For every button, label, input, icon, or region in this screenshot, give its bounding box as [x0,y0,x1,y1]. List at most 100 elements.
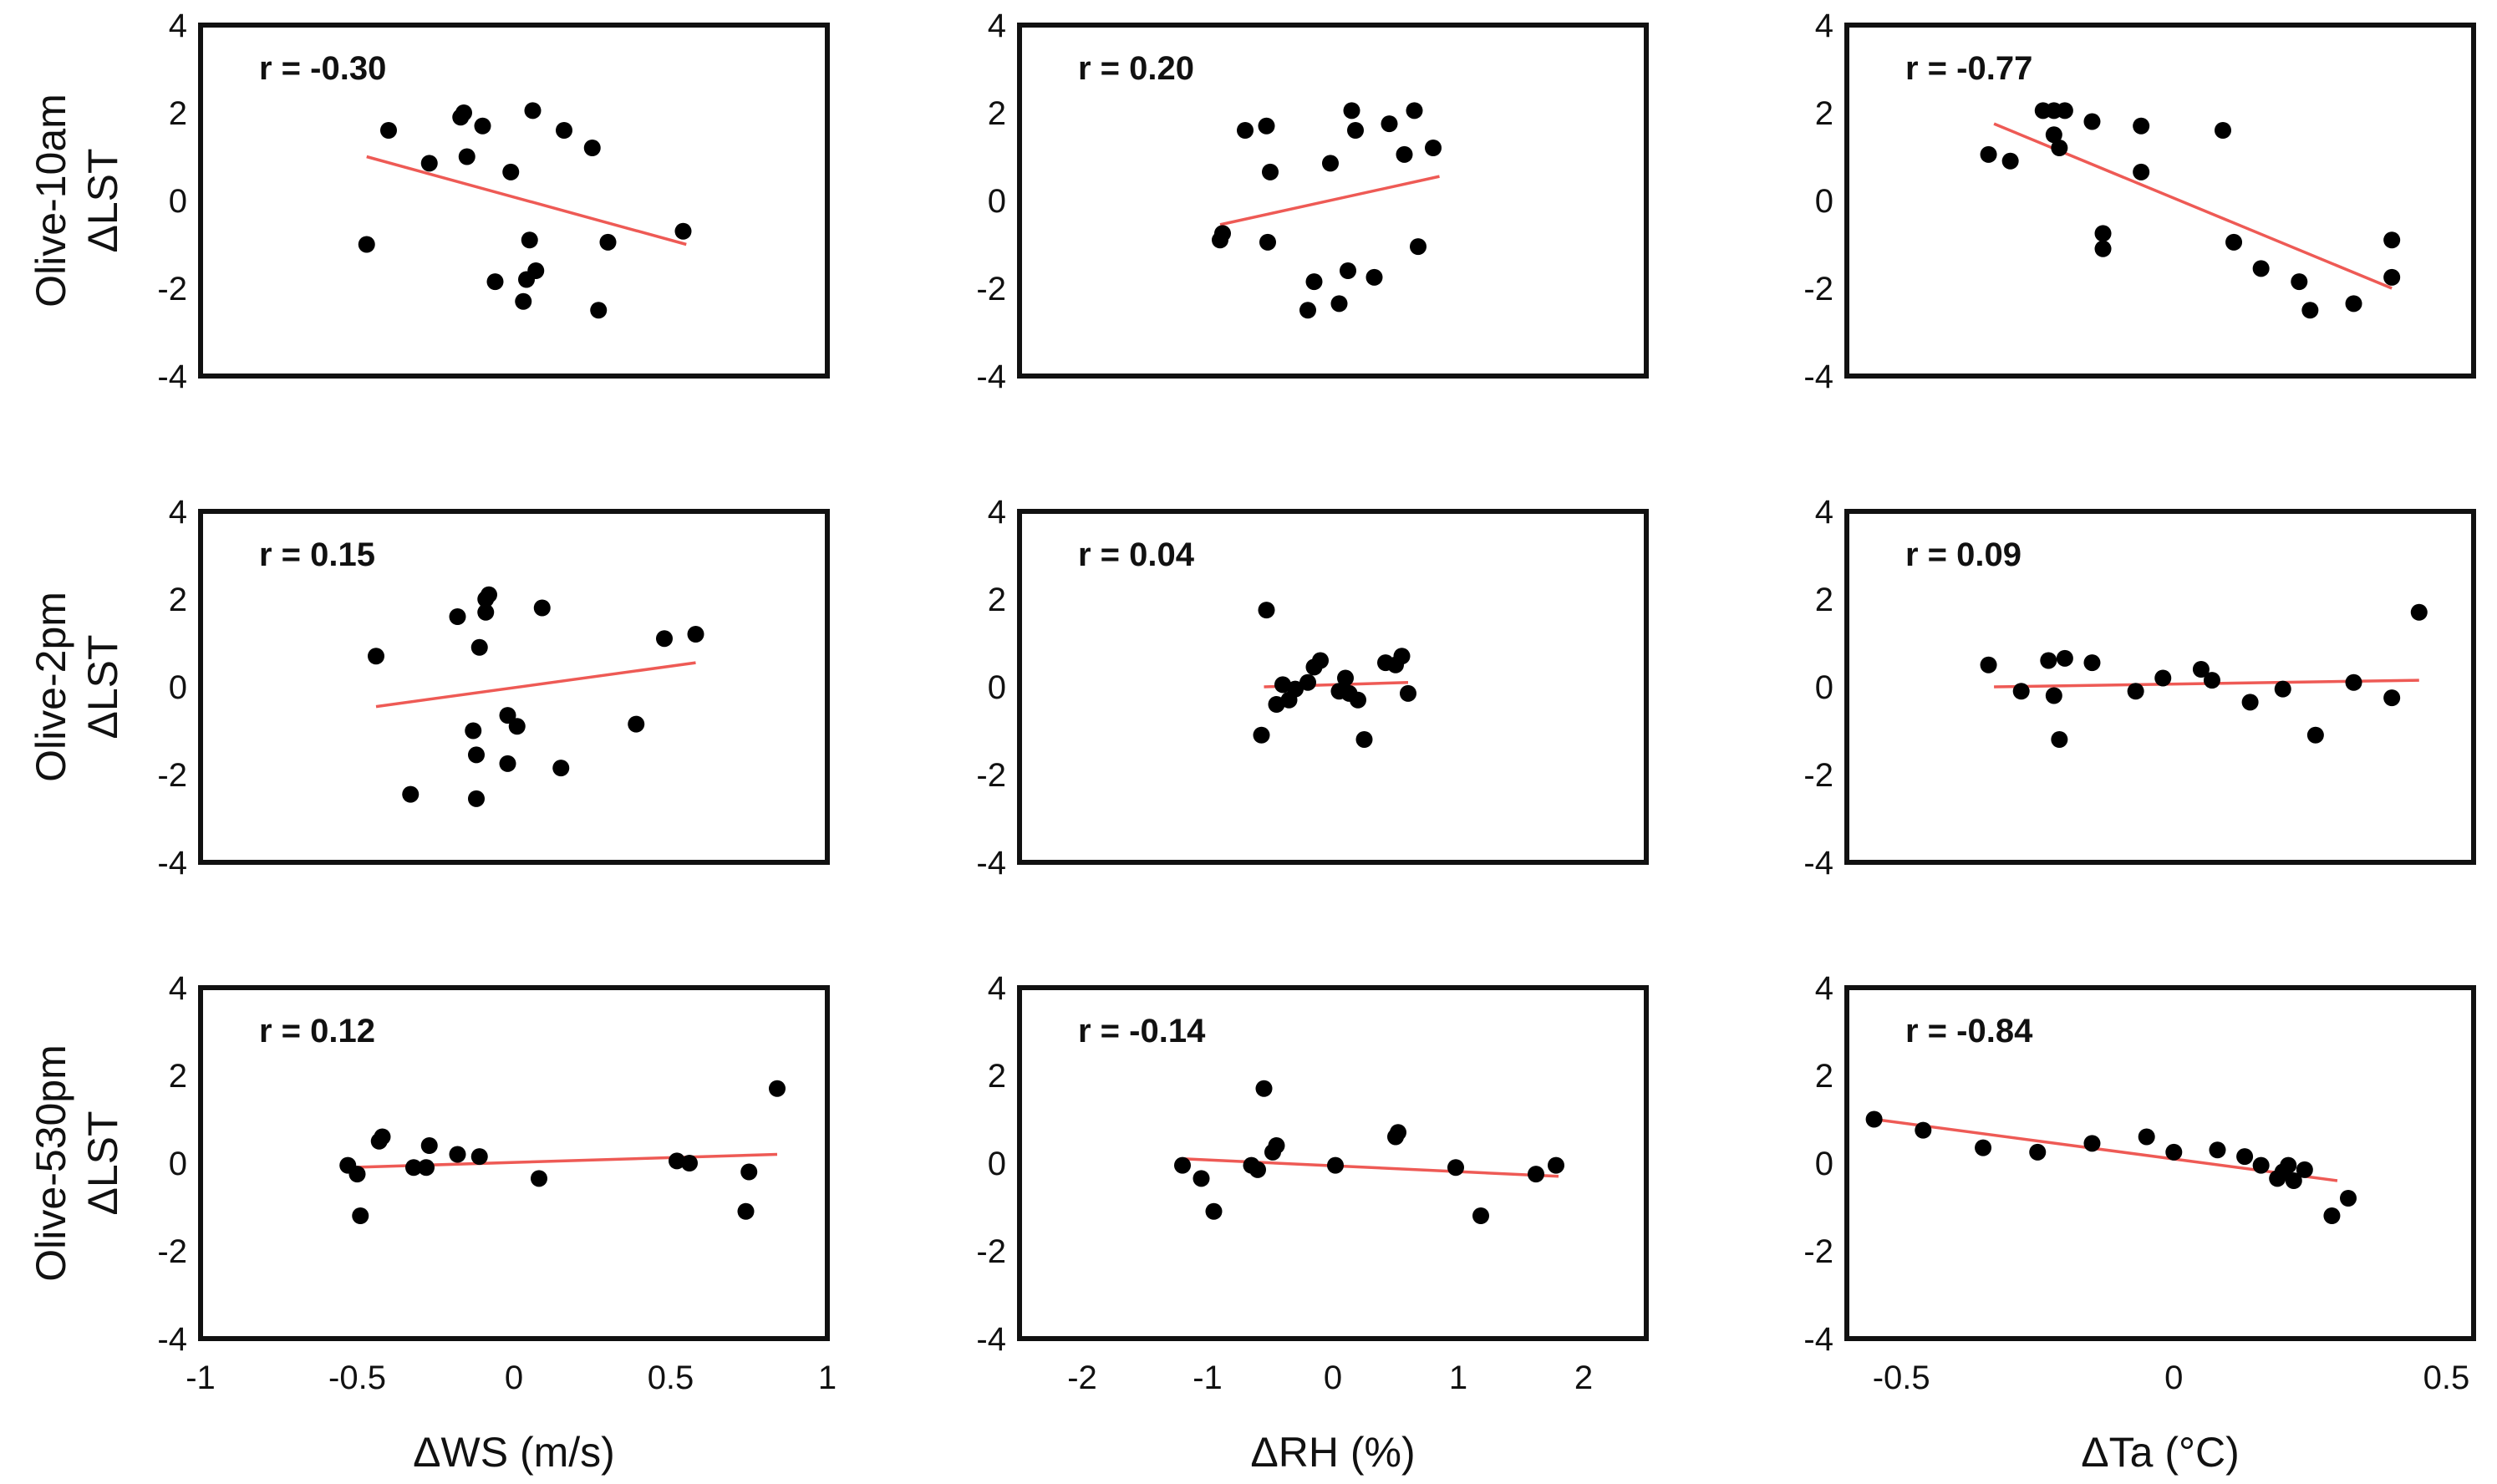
y-axis-label: ΔLST [79,634,126,739]
data-point [737,1202,755,1220]
data-point [2040,652,2057,669]
fit-line [1182,1157,1559,1178]
y-tick-label: 4 [1815,494,1833,531]
data-point [1214,225,1231,242]
data-point [1347,122,1364,139]
data-point [499,755,516,772]
data-point [2083,113,2101,130]
r-value-label: r = -0.30 [259,50,386,87]
panel-r0-c2: -4 -2 0 2 4 r = -0.77 [1803,8,2476,395]
data-point [470,1148,488,1166]
data-point [2241,694,2259,711]
data-point [2138,1128,2155,1146]
y-tick-label: -2 [976,757,1006,794]
data-point [1299,673,1316,691]
x-axis-label: ΔRH (%) [1250,1429,1415,1476]
y-tick-label: -4 [976,358,1006,395]
x-tick-label: 1 [1449,1359,1467,1396]
data-point [1193,1170,1210,1187]
y-tick-label: 0 [988,1146,1006,1182]
data-point [2280,1156,2297,1174]
y-axis-label: ΔLST [79,1110,126,1215]
r-value-label: r = -0.14 [1078,1013,1206,1049]
data-point [2083,654,2101,672]
data-point [2094,240,2112,257]
fit-line [375,661,696,709]
data-point [2051,731,2068,748]
data-point [1350,691,1366,709]
data-point [2165,1143,2183,1161]
y-tick-label: 0 [1815,1146,1833,1182]
data-point [1528,1166,1544,1183]
data-point [2410,603,2428,621]
r-value-label: r = 0.04 [1078,536,1195,573]
data-point [583,140,601,156]
data-point [2306,726,2324,744]
y-tick-label: 4 [988,8,1006,44]
data-point [2383,689,2401,707]
y-tick-label: 2 [1815,582,1833,618]
data-point [2056,102,2073,119]
data-point [465,722,482,739]
data-point [2133,117,2150,135]
data-point [1274,676,1291,694]
data-point [2192,661,2210,678]
data-point [2225,233,2243,251]
data-point [2274,680,2291,698]
data-point [1327,1156,1344,1174]
data-point [2252,1156,2270,1174]
x-tick-label: -0.5 [1873,1359,1930,1396]
data-point [2094,225,2112,242]
y-tick-label: 2 [988,582,1006,618]
panel-r2-c1: -4 -2 0 2 4 -2 -1 0 1 2 r = -0.14 [976,970,1649,1396]
data-point [420,155,438,172]
y-tick-label: 2 [1815,95,1833,132]
x-tick-label: -0.5 [328,1359,386,1396]
data-point [508,718,526,735]
data-point [1381,115,1398,133]
y-tick-label: 0 [1815,669,1833,706]
data-point [1548,1156,1564,1174]
y-tick-label: 2 [169,95,187,132]
data-point [531,1170,547,1187]
x-tick-label: -2 [1067,1359,1097,1396]
row-label: Olive-10am [28,94,74,307]
data-point [418,1159,435,1177]
x-tick-label: 0.5 [2423,1359,2470,1396]
y-tick-label: 2 [988,95,1006,132]
row-label: Olive-2pm [28,592,74,782]
data-point [474,117,491,135]
panel-frame [1017,23,1649,379]
data-point [533,599,551,617]
data-point [1253,726,1270,744]
y-tick-label: -2 [1803,757,1833,794]
data-point [1262,163,1279,180]
data-point [1975,1139,1992,1156]
data-point [1287,680,1304,698]
data-point [740,1163,758,1181]
data-point [2215,122,2231,139]
y-axis-label: ΔLST [79,148,126,252]
data-point [2209,1141,2226,1159]
panel-frame [198,23,830,379]
y-tick-label: -4 [976,845,1006,882]
data-point [1205,1202,1223,1220]
x-tick-label: 2 [1574,1359,1593,1396]
panel-r1-c2: -4 -2 0 2 4 r = 0.09 [1803,494,2476,882]
data-point [1337,669,1354,687]
data-point [1330,295,1348,313]
data-point [552,760,570,777]
panel-r2-c2: -4 -2 0 2 4 -0.5 0 0.5 r = -0.84 [1803,970,2476,1396]
data-point [2323,1207,2341,1224]
panel-frame [198,985,830,1341]
data-point [368,648,384,665]
data-point [2029,1143,2047,1161]
data-point [515,292,532,310]
data-point [1425,140,1442,156]
data-point [1980,145,1997,163]
y-tick-label: -2 [1803,271,1833,307]
y-tick-label: 2 [1815,1058,1833,1095]
data-point [499,707,516,724]
data-point [2133,163,2150,180]
y-tick-label: -4 [976,1321,1006,1358]
